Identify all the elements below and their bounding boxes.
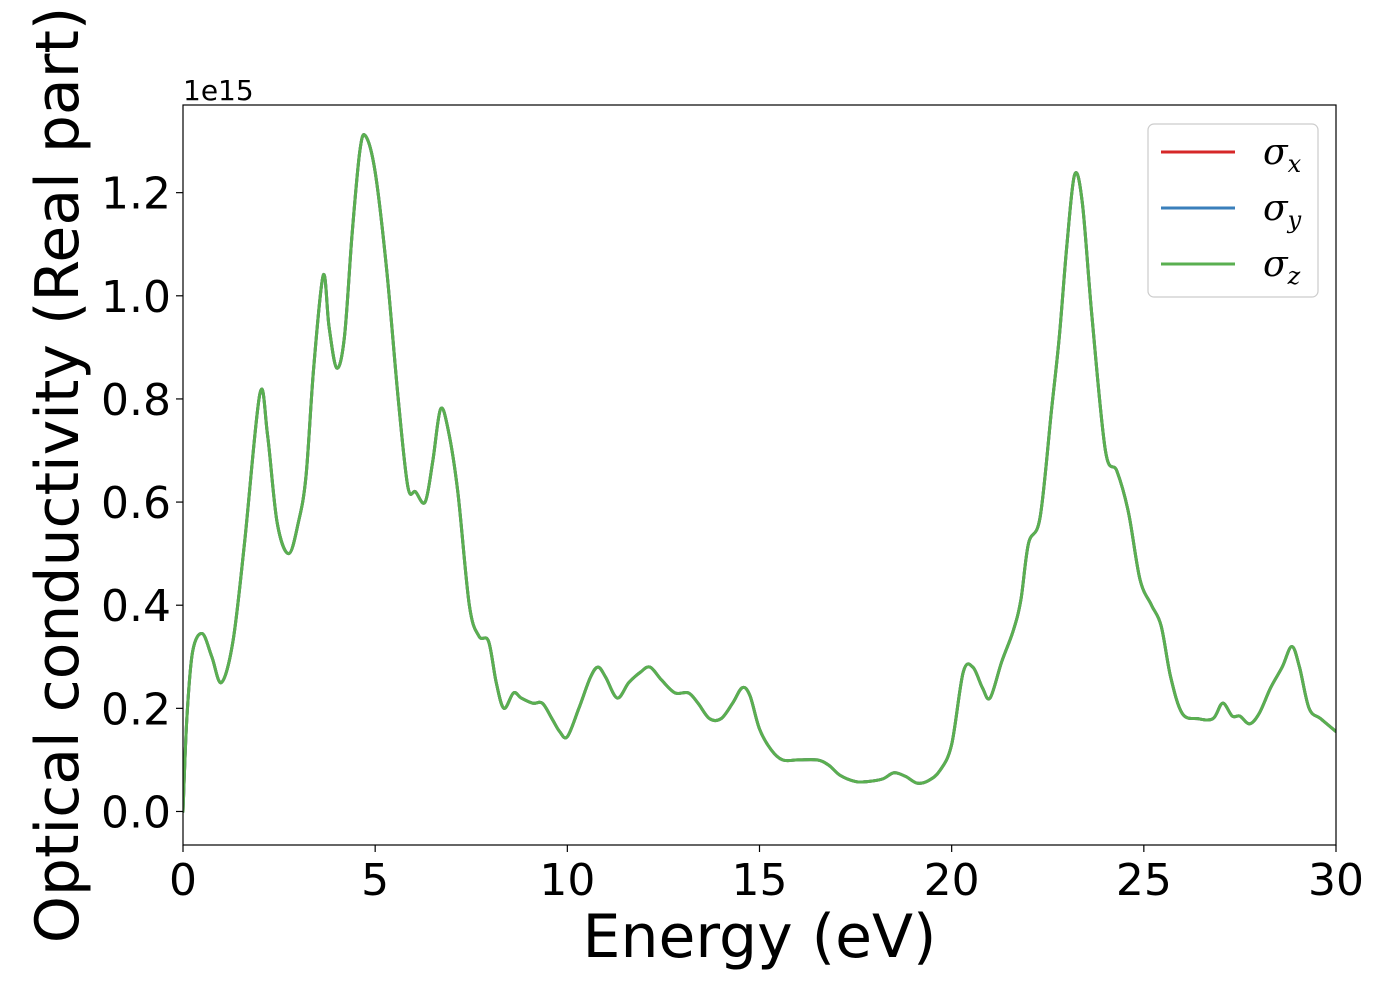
legend-symbol: σ: [1263, 132, 1289, 173]
y-tick-label: 0.2: [101, 684, 171, 735]
legend-symbol: σ: [1263, 188, 1289, 229]
x-axis: 0 5 10 15 20 25 30: [169, 845, 1364, 906]
legend-subscript: y: [1287, 206, 1302, 234]
x-tick-label: 30: [1308, 855, 1364, 906]
y-offset-label: 1e15: [183, 74, 254, 107]
legend-subscript: x: [1288, 150, 1302, 178]
y-tick-label: 1.2: [101, 169, 171, 220]
y-axis-title: Optical conductivity (Real part): [23, 7, 93, 944]
x-tick-label: 25: [1116, 855, 1172, 906]
y-tick-label: 0.6: [101, 478, 171, 529]
legend-label-x: σx: [1263, 132, 1302, 178]
x-tick-label: 15: [732, 855, 788, 906]
series-line-z: [183, 133, 1336, 813]
y-tick-label: 0.0: [101, 787, 171, 838]
legend-label-z: σz: [1263, 244, 1301, 290]
x-tick-label: 20: [924, 855, 980, 906]
y-tick-label: 1.0: [101, 272, 171, 323]
x-tick-label: 10: [539, 855, 595, 906]
legend-label-y: σy: [1263, 188, 1302, 234]
y-tick-label: 0.4: [101, 581, 171, 632]
y-axis: 0.0 0.2 0.4 0.6 0.8 1.0 1.2: [101, 169, 183, 838]
legend-subscript: z: [1287, 262, 1301, 290]
x-axis-title: Energy (eV): [583, 902, 937, 972]
y-tick-label: 0.8: [101, 375, 171, 426]
legend-symbol: σ: [1263, 244, 1289, 285]
series-layer: [183, 133, 1336, 813]
x-tick-label: 5: [361, 855, 389, 906]
legend-box: [1147, 123, 1319, 298]
x-tick-label: 0: [169, 855, 197, 906]
